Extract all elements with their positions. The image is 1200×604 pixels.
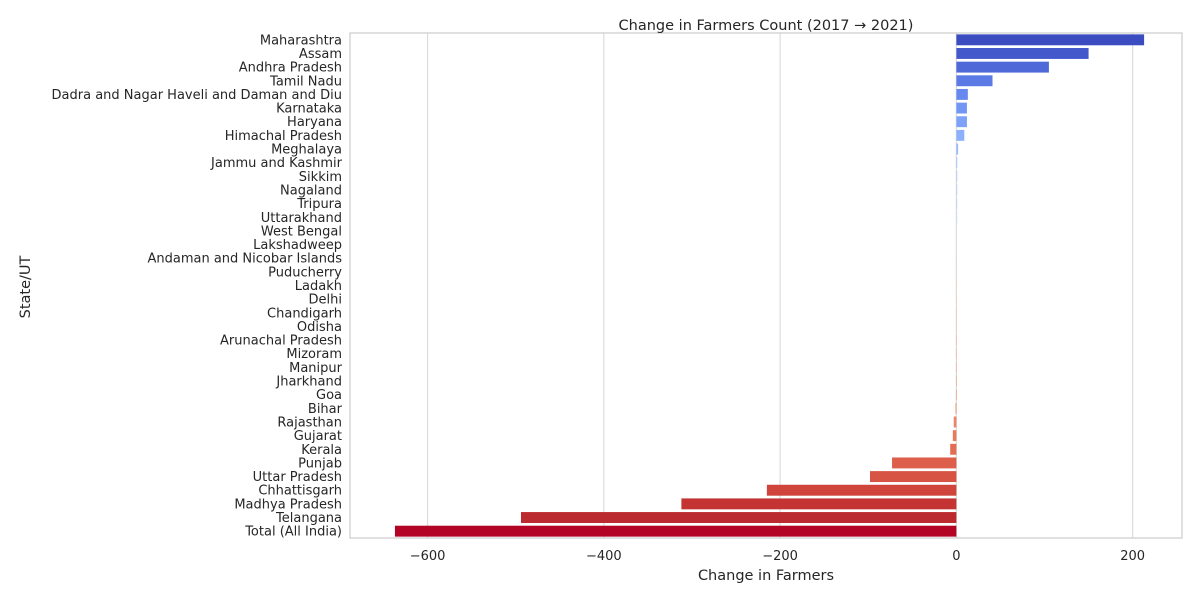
bar xyxy=(956,334,957,346)
bar xyxy=(956,129,965,141)
bar xyxy=(892,457,957,469)
bar xyxy=(950,443,957,455)
y-tick-label: Nagaland xyxy=(280,183,342,198)
bar xyxy=(956,34,1145,46)
x-tick-labels: −600 −400 −200 0 200 xyxy=(410,549,1145,564)
y-tick-label: Sikkim xyxy=(299,170,342,185)
chart-title: Change in Farmers Count (2017 → 2021) xyxy=(619,18,914,34)
bar xyxy=(956,102,967,114)
y-tick-label: Goa xyxy=(316,388,342,403)
y-tick-label: Punjab xyxy=(298,456,342,471)
y-tick-label: Manipur xyxy=(289,361,343,376)
y-tick-label: Uttarakhand xyxy=(261,211,342,226)
y-tick-label: Rajasthan xyxy=(277,415,342,430)
bar xyxy=(956,320,957,332)
y-tick-label: Mizoram xyxy=(286,347,342,362)
x-tick-label: 0 xyxy=(952,549,960,564)
y-tick-label: Karnataka xyxy=(276,102,342,117)
bar xyxy=(956,348,957,360)
bar xyxy=(870,471,957,483)
y-tick-label: Tripura xyxy=(296,197,342,212)
bar xyxy=(956,170,958,182)
plot-background xyxy=(350,33,1182,538)
bar xyxy=(956,280,957,291)
y-tick-label: Arunachal Pradesh xyxy=(220,334,342,349)
y-tick-label: Himachal Pradesh xyxy=(225,129,342,144)
bar xyxy=(956,211,958,223)
bar xyxy=(956,116,967,128)
y-tick-label: Meghalaya xyxy=(271,143,342,158)
bar xyxy=(520,512,957,523)
x-tick-label: −400 xyxy=(586,549,622,564)
y-tick-label: Bihar xyxy=(308,402,343,417)
y-tick-label: Maharashtra xyxy=(260,33,342,48)
bar xyxy=(956,375,957,387)
y-tick-label: Uttar Pradesh xyxy=(253,470,342,485)
bar xyxy=(953,416,957,428)
bar xyxy=(956,239,957,251)
bar xyxy=(956,293,957,305)
bar xyxy=(766,484,957,496)
y-tick-label: Dadra and Nagar Haveli and Daman and Diu xyxy=(52,88,342,103)
x-tick-label: −600 xyxy=(410,549,446,564)
bar xyxy=(956,143,959,155)
bar xyxy=(394,525,957,537)
y-tick-label: Lakshadweep xyxy=(253,238,342,253)
y-tick-label: Andaman and Nicobar Islands xyxy=(147,252,342,267)
bar xyxy=(956,61,1049,73)
y-tick-label: Jammu and Kashmir xyxy=(210,156,343,171)
plot-frame xyxy=(349,32,1183,539)
bar xyxy=(956,198,958,210)
bar xyxy=(956,184,958,196)
bar xyxy=(956,252,957,264)
y-tick-label: Delhi xyxy=(309,293,342,308)
bar xyxy=(956,266,957,278)
bar xyxy=(956,88,968,100)
y-tick-label: Total (All India) xyxy=(244,525,342,540)
y-tick-label: Gujarat xyxy=(294,429,342,444)
y-tick-label: Madhya Pradesh xyxy=(234,497,342,512)
y-tick-label: Telangana xyxy=(275,511,342,526)
y-tick-label: Haryana xyxy=(287,115,342,130)
y-tick-label: Tamil Nadu xyxy=(269,74,342,89)
x-tick-label: 200 xyxy=(1120,549,1145,564)
y-tick-label: Odisha xyxy=(297,320,342,335)
bar xyxy=(956,75,993,87)
y-tick-label: Chandigarh xyxy=(267,306,342,321)
y-tick-label: Puducherry xyxy=(268,265,342,280)
bar xyxy=(956,361,957,373)
x-axis-label: Change in Farmers xyxy=(698,568,834,584)
bars xyxy=(394,34,1145,537)
x-tick-label: −200 xyxy=(762,549,798,564)
y-axis-label: State/UT xyxy=(18,255,34,318)
bar xyxy=(955,402,957,414)
y-tick-label: Andhra Pradesh xyxy=(239,61,342,76)
y-tick-label: Ladakh xyxy=(295,279,342,294)
bar xyxy=(956,225,957,237)
y-tick-label: Kerala xyxy=(301,443,342,458)
bar xyxy=(956,157,958,169)
bar xyxy=(956,389,957,401)
y-tick-label: Assam xyxy=(299,47,342,62)
y-tick-label: West Bengal xyxy=(261,224,342,239)
bar xyxy=(681,498,957,510)
bar xyxy=(956,48,1089,59)
bar xyxy=(952,430,957,442)
y-tick-label: Chhattisgarh xyxy=(258,484,342,499)
y-tick-label: Jharkhand xyxy=(275,375,342,390)
bar xyxy=(956,307,957,319)
